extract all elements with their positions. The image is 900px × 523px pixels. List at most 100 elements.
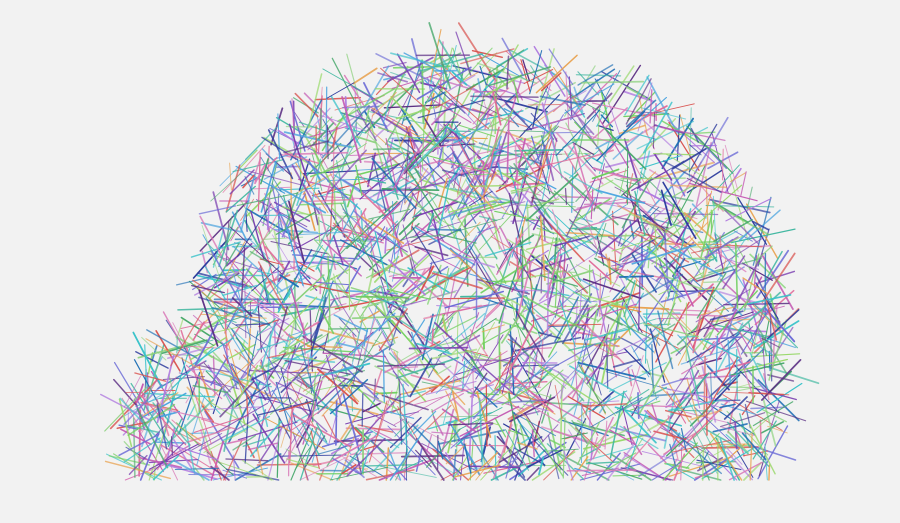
stroke [729, 172, 746, 183]
stroke [357, 424, 394, 433]
stroke [380, 465, 437, 478]
stroke [123, 441, 146, 465]
stroke [118, 424, 139, 430]
stroke [667, 119, 715, 163]
stroke [517, 350, 570, 379]
stroke [194, 321, 219, 366]
stroke [356, 109, 377, 141]
stroke [642, 119, 683, 157]
stroke [735, 343, 754, 397]
stroke [321, 430, 374, 448]
stroke [318, 305, 335, 335]
stroke [525, 173, 579, 222]
stroke [346, 176, 358, 208]
stroke [435, 85, 476, 109]
stroke [764, 443, 768, 481]
stroke [683, 212, 717, 243]
stroke [561, 432, 588, 440]
stroke [222, 343, 238, 389]
stroke [118, 433, 160, 457]
stroke [625, 415, 671, 468]
stroke [513, 138, 527, 187]
stroke [667, 276, 682, 327]
stroke [445, 125, 467, 139]
stroke [709, 309, 738, 356]
stroke [686, 378, 699, 423]
stroke [314, 188, 346, 198]
stroke [307, 73, 323, 129]
stroke [516, 284, 583, 302]
stroke [601, 303, 638, 316]
stroke [658, 385, 685, 413]
stroke [558, 126, 624, 147]
stroke [576, 421, 601, 466]
stroke [311, 430, 323, 463]
stroke [504, 186, 526, 221]
stroke [576, 419, 598, 433]
stroke [752, 401, 794, 427]
stroke [448, 421, 478, 469]
stroke [620, 206, 660, 247]
stroke [735, 348, 738, 401]
stroke [372, 369, 383, 395]
stroke [435, 357, 481, 400]
stroke [279, 274, 299, 288]
stroke [703, 355, 706, 418]
stroke [688, 107, 692, 178]
stroke [533, 113, 582, 129]
stroke [277, 287, 293, 313]
stroke [326, 425, 354, 467]
stroke [727, 339, 732, 385]
stroke [567, 353, 589, 366]
stroke [283, 296, 318, 332]
stroke [530, 65, 552, 99]
stroke [498, 443, 531, 463]
stroke [281, 206, 313, 217]
stroke [535, 216, 552, 234]
stroke [612, 131, 644, 160]
stroke [416, 66, 472, 100]
stroke [156, 410, 181, 419]
stroke [571, 419, 588, 445]
stroke [385, 137, 398, 194]
stroke [640, 273, 684, 299]
stroke [730, 228, 796, 244]
stroke [504, 384, 542, 388]
stroke [108, 455, 150, 466]
stroke [694, 406, 740, 450]
stroke [409, 180, 453, 191]
stroke [189, 336, 227, 361]
stroke [229, 226, 283, 275]
stroke [602, 64, 642, 125]
stroke [648, 234, 698, 282]
stroke [355, 164, 363, 196]
stroke [260, 158, 269, 185]
stroke [607, 236, 666, 269]
stroke [270, 278, 303, 333]
stroke [649, 169, 683, 191]
stroke [297, 152, 349, 199]
stroke [432, 90, 447, 136]
stroke [218, 209, 239, 268]
stroke [635, 213, 704, 234]
stroke [156, 403, 168, 450]
stroke [451, 71, 468, 86]
stroke [522, 295, 585, 331]
stroke [630, 396, 659, 415]
stroke [329, 378, 369, 415]
stroke [489, 151, 545, 157]
stroke [127, 403, 176, 437]
stroke [657, 317, 684, 320]
stroke [522, 313, 531, 349]
stroke [531, 154, 591, 170]
stroke [178, 372, 240, 390]
stroke [394, 421, 410, 437]
stroke [475, 455, 496, 481]
stroke [671, 147, 707, 170]
stroke [256, 399, 318, 416]
stroke [463, 443, 472, 474]
stroke [296, 260, 315, 272]
stroke [283, 140, 330, 154]
stroke [518, 204, 576, 208]
stroke [467, 200, 513, 216]
